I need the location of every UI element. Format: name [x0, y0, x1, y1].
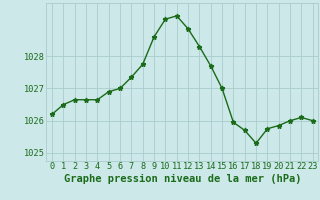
X-axis label: Graphe pression niveau de la mer (hPa): Graphe pression niveau de la mer (hPa): [64, 174, 301, 184]
